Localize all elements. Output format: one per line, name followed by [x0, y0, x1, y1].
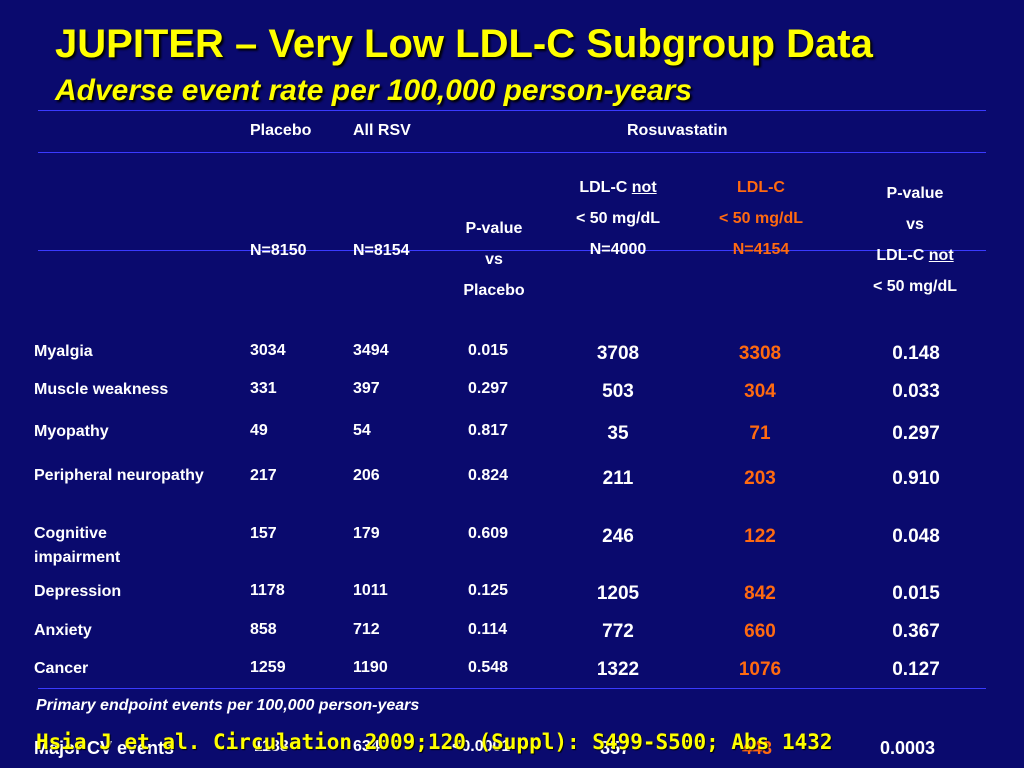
pvalue-vs-ldl-header: P-value vs LDL-C not < 50 mg/dL	[872, 185, 958, 295]
primary-endpoint-note: Primary endpoint events per 100,000 pers…	[36, 697, 420, 714]
slide-subtitle: Adverse event rate per 100,000 person-ye…	[55, 74, 693, 107]
header-placebo: Placebo	[250, 122, 312, 139]
header-all-rsv: All RSV	[353, 122, 411, 139]
ldl-not-below-50-header: LDL-C not < 50 mg/dL N=4000	[575, 179, 661, 258]
slide-title: JUPITER – Very Low LDL-C Subgroup Data	[55, 22, 873, 66]
divider	[38, 688, 986, 689]
pvalue-vs-placebo-header: P-value vs Placebo	[463, 220, 525, 299]
citation: Hsia J et al. Circulation 2009;120 (Supp…	[36, 730, 833, 754]
divider	[38, 110, 986, 111]
n-all-rsv: N=8154	[353, 242, 410, 259]
divider	[38, 152, 986, 153]
n-placebo: N=8150	[250, 242, 307, 259]
ldl-below-50-header: LDL-C < 50 mg/dL N=4154	[718, 179, 804, 258]
divider	[38, 250, 986, 251]
header-rosuvastatin: Rosuvastatin	[627, 122, 728, 139]
